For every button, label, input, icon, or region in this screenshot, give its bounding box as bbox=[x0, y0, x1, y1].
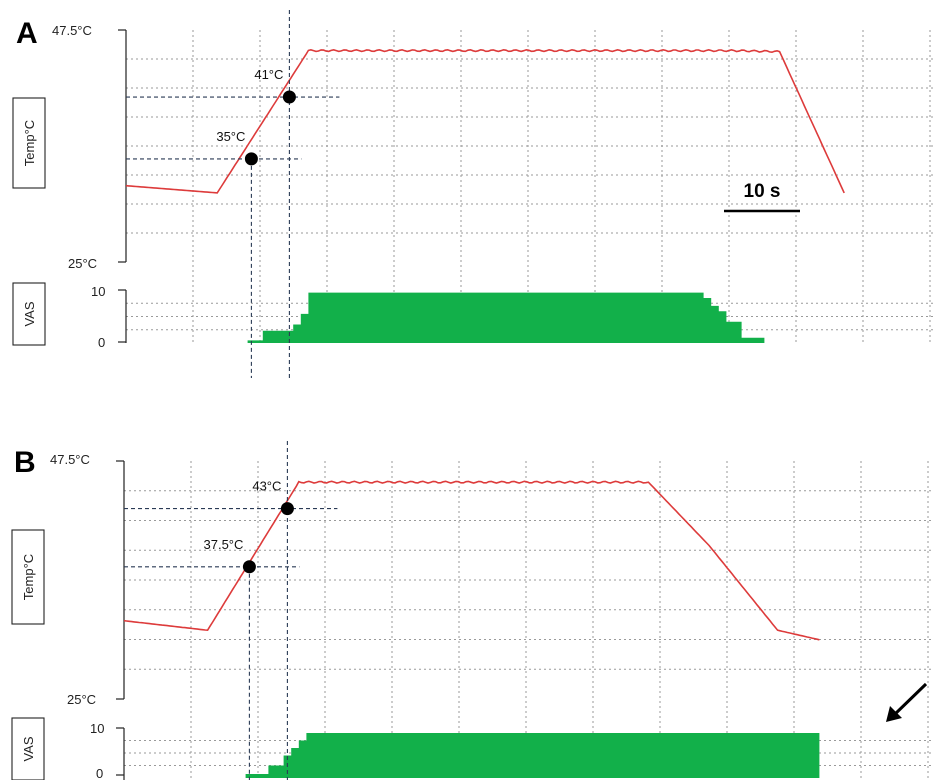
threshold-marker-label: 37.5°C bbox=[204, 537, 244, 552]
arrow-icon bbox=[886, 682, 928, 722]
scale-bar-label: 10 s bbox=[744, 181, 781, 202]
panel-a-vas-axis-label: VAS bbox=[22, 301, 37, 326]
vas-area bbox=[247, 292, 765, 343]
panel-b-vas-series bbox=[245, 733, 820, 778]
panel-a-temp-axis-label: Temp°C bbox=[22, 120, 37, 166]
vas-area bbox=[245, 733, 820, 778]
temperature-line bbox=[125, 48, 845, 194]
threshold-marker-point bbox=[242, 560, 256, 574]
panel-b-temperature-series bbox=[123, 480, 820, 641]
panel-a-threshold-markers: 35°C 41°C bbox=[126, 10, 340, 378]
panel-a-letter: A bbox=[16, 17, 38, 50]
panel-a: A 47.5°C 25°C Temp°C 10 0 VAS 35°C 41°C 1… bbox=[12, 10, 934, 378]
panel-a-vas-bottom-label: 0 bbox=[98, 335, 105, 350]
panel-b-temp-top-label: 47.5°C bbox=[50, 452, 90, 467]
threshold-marker-point bbox=[280, 502, 294, 516]
panel-a-vas-top-label: 10 bbox=[91, 284, 105, 299]
panel-b-vas-axis-box bbox=[11, 717, 45, 780]
panel-b-threshold-markers: 37.5°C 43°C bbox=[124, 441, 338, 780]
panel-b-temp-axis-box bbox=[11, 529, 45, 625]
panel-b-vas-axis-label: VAS bbox=[21, 736, 36, 761]
threshold-marker-label: 35°C bbox=[216, 129, 245, 144]
panel-b-vas-bottom-label: 0 bbox=[96, 766, 103, 780]
panel-b-temp-axis-label: Temp°C bbox=[21, 554, 36, 600]
panel-b-temp-bottom-label: 25°C bbox=[67, 692, 96, 707]
panel-b-vas-top-label: 10 bbox=[90, 721, 104, 736]
threshold-marker-label: 41°C bbox=[254, 67, 283, 82]
panel-a-temp-bottom-label: 25°C bbox=[68, 256, 97, 271]
temperature-line bbox=[123, 480, 820, 641]
threshold-marker-point bbox=[244, 152, 258, 166]
panel-a-vas-series bbox=[247, 292, 765, 343]
panel-a-vas-axis-box bbox=[12, 282, 46, 346]
threshold-marker-label: 43°C bbox=[252, 479, 281, 494]
panel-a-temperature-series bbox=[125, 48, 845, 194]
panel-a-temp-top-label: 47.5°C bbox=[52, 23, 92, 38]
panel-b: B 47.5°C 25°C Temp°C 10 0 VAS 37.5°C 43°C bbox=[11, 441, 934, 780]
panel-b-letter: B bbox=[14, 446, 36, 479]
panel-a-temp-axis-box bbox=[12, 97, 46, 189]
threshold-marker-point bbox=[282, 90, 296, 104]
